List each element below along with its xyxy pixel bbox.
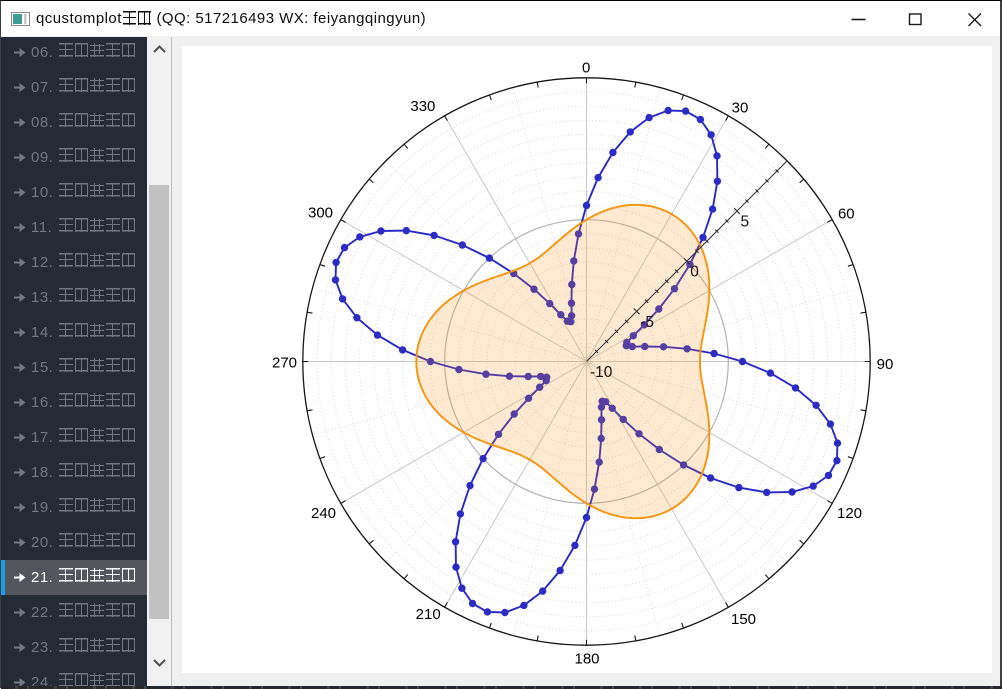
svg-text:5: 5 — [741, 214, 750, 231]
svg-text:60: 60 — [838, 205, 855, 222]
svg-text:0: 0 — [582, 59, 590, 76]
svg-text:240: 240 — [311, 505, 336, 522]
svg-text:0: 0 — [690, 264, 699, 281]
svg-text:270: 270 — [272, 354, 297, 371]
svg-text:180: 180 — [574, 650, 599, 667]
svg-text:300: 300 — [308, 204, 333, 221]
svg-text:330: 330 — [410, 98, 435, 115]
svg-text:90: 90 — [877, 356, 894, 373]
svg-text:30: 30 — [732, 100, 749, 117]
svg-text:120: 120 — [837, 505, 862, 522]
svg-text:-5: -5 — [640, 314, 654, 331]
svg-text:210: 210 — [416, 606, 441, 623]
svg-text:-10: -10 — [590, 364, 613, 381]
svg-text:150: 150 — [731, 611, 756, 628]
